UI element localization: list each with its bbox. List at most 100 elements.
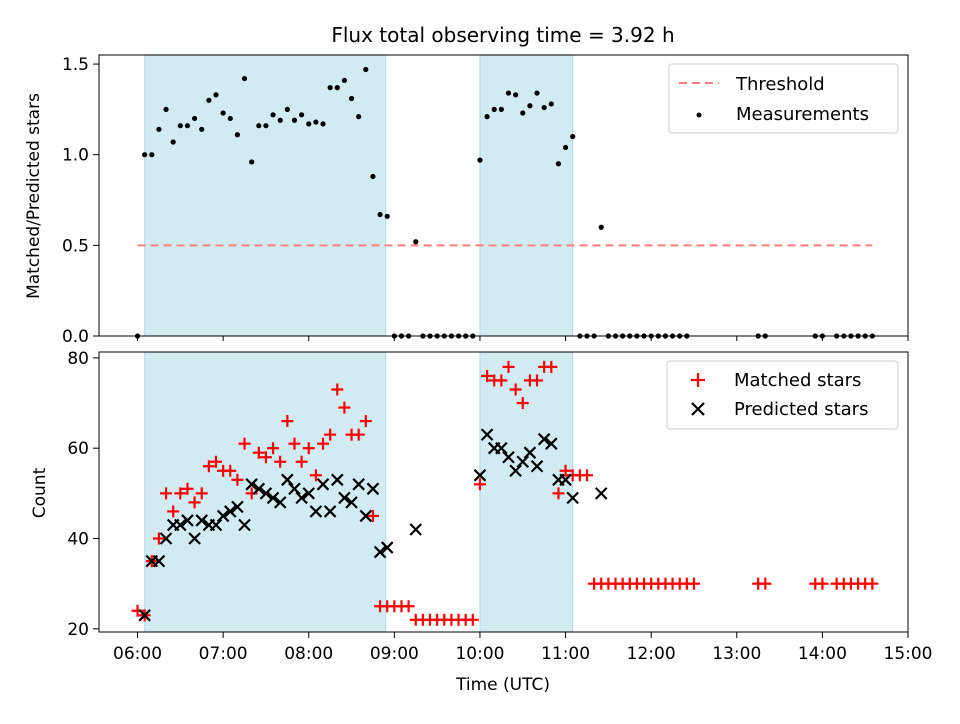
measurement-point — [163, 106, 169, 112]
measurement-point — [241, 75, 248, 82]
measurement-point — [191, 115, 198, 122]
matched-star-point — [509, 383, 522, 396]
x-tick-label: 11:00 — [541, 644, 590, 664]
matched-star-point — [352, 428, 365, 441]
predicted-star-point — [245, 478, 258, 491]
measurement-point — [348, 95, 355, 102]
matched-star-point — [552, 487, 565, 500]
top-y-axis-label: Matched/Predicted stars — [24, 93, 44, 299]
measurement-point — [270, 112, 276, 118]
matched-star-point — [324, 428, 337, 441]
bottom-plot-frame — [98, 351, 909, 633]
threshold-legend-label: Threshold — [735, 74, 825, 95]
y-tick-label: 40 — [67, 530, 89, 550]
matched-star-point — [202, 460, 215, 473]
bottom-panel: 20 40 60 80 06:00 07:00 08:00 09:00 10:00 11:00 1… — [30, 349, 933, 695]
y-tick-label: 1.5 — [62, 55, 89, 75]
measurement-point — [142, 152, 148, 158]
y-tick-label: 1.0 — [62, 146, 89, 166]
predicted-star-point — [594, 487, 608, 500]
measurement-point — [363, 66, 369, 73]
measurement-point — [384, 213, 390, 219]
matched-star-point — [195, 487, 208, 500]
x-tick-label: 10:00 — [455, 644, 504, 664]
x-tick-label: 13:00 — [712, 644, 761, 664]
predicted-star-point — [338, 491, 351, 505]
predicted-star-point — [495, 441, 508, 455]
predicted-star-point — [502, 450, 515, 464]
predicted-star-point — [159, 532, 173, 545]
measurement-point — [555, 161, 562, 167]
measurement-point — [284, 106, 290, 112]
matched-star-point — [331, 383, 344, 396]
measurement-point — [149, 152, 155, 158]
predicted-star-point — [545, 437, 558, 450]
predicted-star-point — [281, 473, 294, 487]
matched-star-point — [174, 487, 187, 500]
measurement-point — [598, 224, 604, 230]
measurement-point — [249, 159, 255, 165]
x-axis-label: Time (UTC) — [455, 675, 550, 695]
predicted-star-point — [380, 541, 394, 554]
measurement-point — [341, 77, 348, 83]
matched-star-point — [687, 577, 700, 590]
predicted-star-point — [309, 505, 323, 518]
matched-star-point — [359, 415, 372, 428]
matched-star-point — [274, 455, 287, 468]
matched-star-point — [288, 437, 301, 450]
measurement-point — [277, 117, 283, 123]
predicted-star-point — [566, 491, 579, 505]
matched-star-point — [152, 532, 165, 545]
top-panel: 0.0 0.5 1.0 1.5 Matched/Predicted stars Thr… — [24, 54, 909, 347]
matched-star-point — [317, 437, 330, 450]
y-tick-label: 20 — [67, 620, 89, 640]
matched-star-point — [502, 360, 515, 373]
measurement-point — [377, 211, 383, 218]
matched-star-point — [366, 509, 379, 522]
measurement-point — [541, 104, 547, 111]
measurement-point — [256, 123, 262, 129]
x-tick-label: 12:00 — [627, 644, 676, 664]
top-x-ticks — [137, 336, 909, 341]
predicted-star-point — [295, 491, 308, 505]
measurement-point — [263, 123, 269, 129]
predicted-star-point — [216, 509, 230, 523]
matched-star-point — [759, 577, 772, 590]
predicted-star-point — [345, 496, 358, 509]
matched-star-point — [516, 397, 529, 410]
measurement-point — [570, 133, 576, 140]
top-legend-box — [668, 63, 899, 134]
predicted-star-point — [523, 446, 537, 459]
measurement-point — [505, 90, 512, 96]
predicted-star-point — [559, 473, 572, 487]
top-y-axis: 0.0 0.5 1.0 1.5 — [62, 55, 99, 347]
measurement-point — [313, 119, 319, 125]
measurement-point — [156, 126, 162, 132]
matched-legend-label: Matched stars — [734, 370, 861, 391]
predicted-star-point — [273, 496, 287, 509]
matched-star-point — [402, 600, 415, 613]
measurement-point — [206, 97, 212, 103]
matched-star-point — [167, 505, 180, 518]
predicted-legend-swatch — [691, 402, 705, 416]
predicted-star-point — [480, 428, 494, 441]
predicted-star-point — [359, 509, 373, 523]
predicted-star-point — [138, 609, 151, 622]
measurement-point — [370, 173, 376, 180]
matched-star-point — [559, 464, 572, 477]
predicted-star-point — [288, 482, 301, 496]
measurement-point — [477, 157, 483, 163]
predicted-star-point — [231, 500, 244, 514]
measurement-point — [306, 121, 312, 127]
x-tick-label: 14:00 — [798, 644, 847, 664]
measurement-point — [548, 101, 554, 107]
top-plot-frame — [98, 54, 909, 337]
bottom-y-axis: 20 40 60 80 — [67, 349, 99, 640]
y-tick-label: 0.5 — [62, 236, 89, 256]
matched-star-point — [338, 401, 351, 414]
measurement-point — [227, 115, 233, 122]
predicted-star-point — [266, 491, 280, 505]
measurement-point — [177, 123, 183, 129]
predicted-star-point — [209, 518, 223, 532]
measurement-point — [534, 90, 540, 96]
